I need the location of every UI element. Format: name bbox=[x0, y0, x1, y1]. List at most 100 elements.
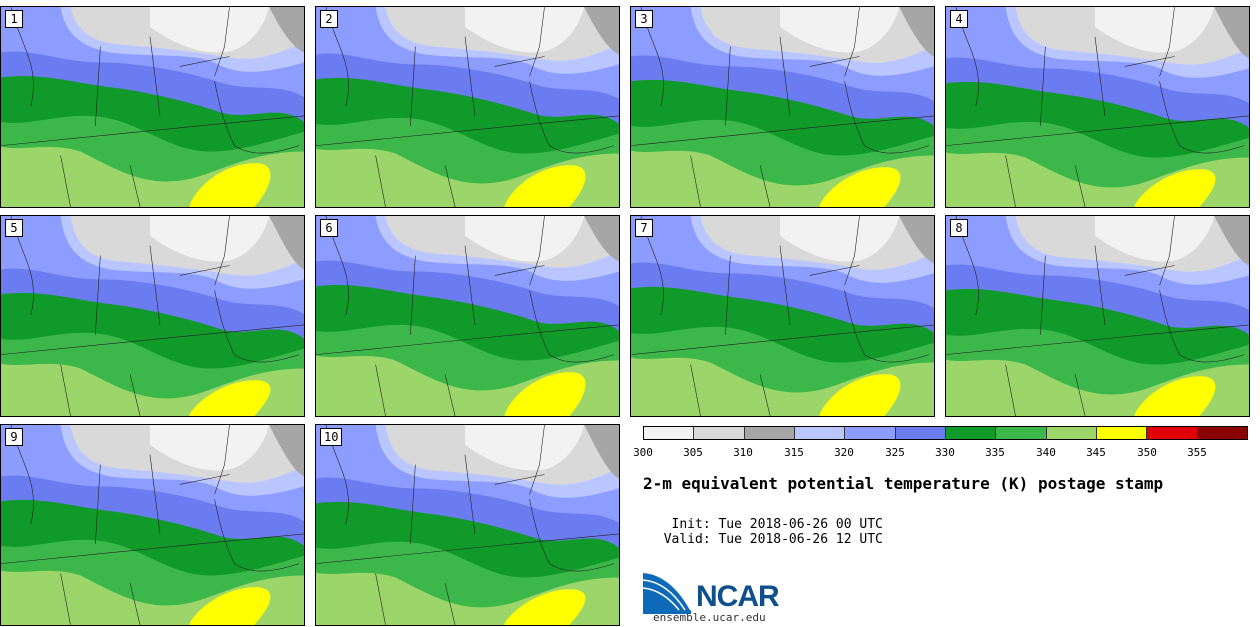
colorbar-bin bbox=[996, 427, 1047, 439]
boundary-line bbox=[214, 216, 230, 286]
colorbar-tick: 355 bbox=[1187, 446, 1207, 459]
field-region bbox=[899, 216, 934, 264]
boundary-line bbox=[844, 290, 930, 363]
field-region bbox=[269, 216, 304, 270]
boundary-line bbox=[316, 115, 619, 146]
boundary-line bbox=[464, 454, 476, 534]
field-region bbox=[150, 7, 270, 53]
field-region bbox=[1214, 216, 1249, 266]
colorbar-bin bbox=[644, 427, 695, 439]
colorbar-bin bbox=[744, 427, 795, 439]
colorbar-bin bbox=[895, 427, 946, 439]
boundary-line bbox=[631, 115, 934, 146]
member-label: 3 bbox=[635, 10, 653, 28]
field-region bbox=[189, 587, 271, 625]
boundary-line bbox=[809, 56, 860, 67]
map-field bbox=[946, 216, 1249, 416]
colorbar-bin bbox=[1096, 427, 1148, 439]
boundary-line bbox=[690, 364, 701, 416]
boundary-line bbox=[1159, 7, 1175, 77]
field-region bbox=[1214, 7, 1249, 59]
init-time: Init: Tue 2018-06-26 00 UTC bbox=[643, 502, 883, 532]
boundary-line bbox=[464, 245, 476, 325]
member-label: 2 bbox=[320, 10, 338, 28]
ensemble-member-panel-3: 3 bbox=[630, 6, 935, 208]
map-field bbox=[1, 216, 304, 416]
member-label: 6 bbox=[320, 219, 338, 237]
field-region bbox=[1134, 169, 1216, 207]
boundary-line bbox=[214, 81, 300, 154]
ensemble-member-panel-10: 10 bbox=[315, 424, 620, 626]
boundary-line bbox=[1005, 364, 1016, 416]
boundary-line bbox=[494, 265, 545, 276]
ensemble-member-panel-2: 2 bbox=[315, 6, 620, 208]
ensemble-member-panel-6: 6 bbox=[315, 215, 620, 417]
colorbar-bin bbox=[694, 427, 745, 439]
boundary-line bbox=[60, 155, 71, 207]
field-region bbox=[819, 374, 901, 416]
boundary-line bbox=[779, 36, 791, 116]
colorbar-bin bbox=[845, 427, 896, 439]
boundary-line bbox=[95, 255, 101, 335]
boundary-line bbox=[1094, 245, 1106, 325]
boundary-line bbox=[1, 324, 304, 355]
boundary-line bbox=[179, 56, 230, 67]
valid-label: Valid: bbox=[663, 532, 711, 547]
field-region bbox=[584, 425, 619, 479]
boundary-line bbox=[1159, 81, 1245, 154]
ncar-logo-icon bbox=[643, 571, 692, 614]
map-field bbox=[631, 7, 934, 207]
colorbar-bin bbox=[945, 427, 997, 439]
boundary-line bbox=[129, 583, 141, 625]
colorbar-tick: 330 bbox=[935, 446, 955, 459]
colorbar-tick: 300 bbox=[633, 446, 653, 459]
boundary-line bbox=[946, 115, 1249, 146]
boundary-line bbox=[444, 583, 456, 625]
field-region bbox=[189, 380, 271, 416]
website-url: ensemble.ucar.edu bbox=[653, 611, 766, 624]
colorbar-tick: 305 bbox=[683, 446, 703, 459]
valid-value: Tue 2018-06-26 12 UTC bbox=[718, 532, 883, 547]
boundary-line bbox=[844, 7, 860, 77]
boundary-line bbox=[725, 255, 731, 335]
boundary-line bbox=[149, 245, 161, 325]
map-field bbox=[1, 425, 304, 625]
boundary-line bbox=[1, 115, 304, 146]
map-field bbox=[316, 216, 619, 416]
colorbar bbox=[643, 426, 1248, 440]
member-label: 9 bbox=[5, 428, 23, 446]
map-field bbox=[631, 216, 934, 416]
boundary-line bbox=[410, 464, 416, 544]
ensemble-member-panel-9: 9 bbox=[0, 424, 305, 626]
boundary-line bbox=[60, 573, 71, 625]
colorbar-tick: 335 bbox=[985, 446, 1005, 459]
boundary-line bbox=[1074, 165, 1086, 207]
field-region bbox=[504, 372, 586, 416]
field-region bbox=[780, 7, 900, 53]
boundary-line bbox=[95, 464, 101, 544]
boundary-line bbox=[529, 290, 615, 363]
ensemble-member-panel-5: 5 bbox=[0, 215, 305, 417]
boundary-line bbox=[214, 290, 300, 363]
boundary-line bbox=[690, 155, 701, 207]
colorbar-tick: 320 bbox=[834, 446, 854, 459]
init-value: Tue 2018-06-26 00 UTC bbox=[718, 517, 883, 532]
map-field bbox=[946, 7, 1249, 207]
colorbar-tick: 325 bbox=[885, 446, 905, 459]
boundary-line bbox=[759, 165, 771, 207]
boundary-line bbox=[375, 573, 386, 625]
field-region bbox=[819, 167, 901, 207]
colorbar-bin bbox=[1147, 427, 1198, 439]
colorbar-bin bbox=[794, 427, 846, 439]
boundary-line bbox=[1124, 265, 1175, 276]
boundary-line bbox=[759, 374, 771, 416]
boundary-line bbox=[410, 46, 416, 126]
logo-text: NCAR bbox=[696, 580, 780, 613]
boundary-line bbox=[149, 454, 161, 534]
boundary-line bbox=[809, 265, 860, 276]
colorbar-bin bbox=[1046, 427, 1097, 439]
field-region bbox=[465, 7, 585, 53]
boundary-line bbox=[464, 36, 476, 116]
boundary-line bbox=[129, 374, 141, 416]
ensemble-member-panel-8: 8 bbox=[945, 215, 1250, 417]
